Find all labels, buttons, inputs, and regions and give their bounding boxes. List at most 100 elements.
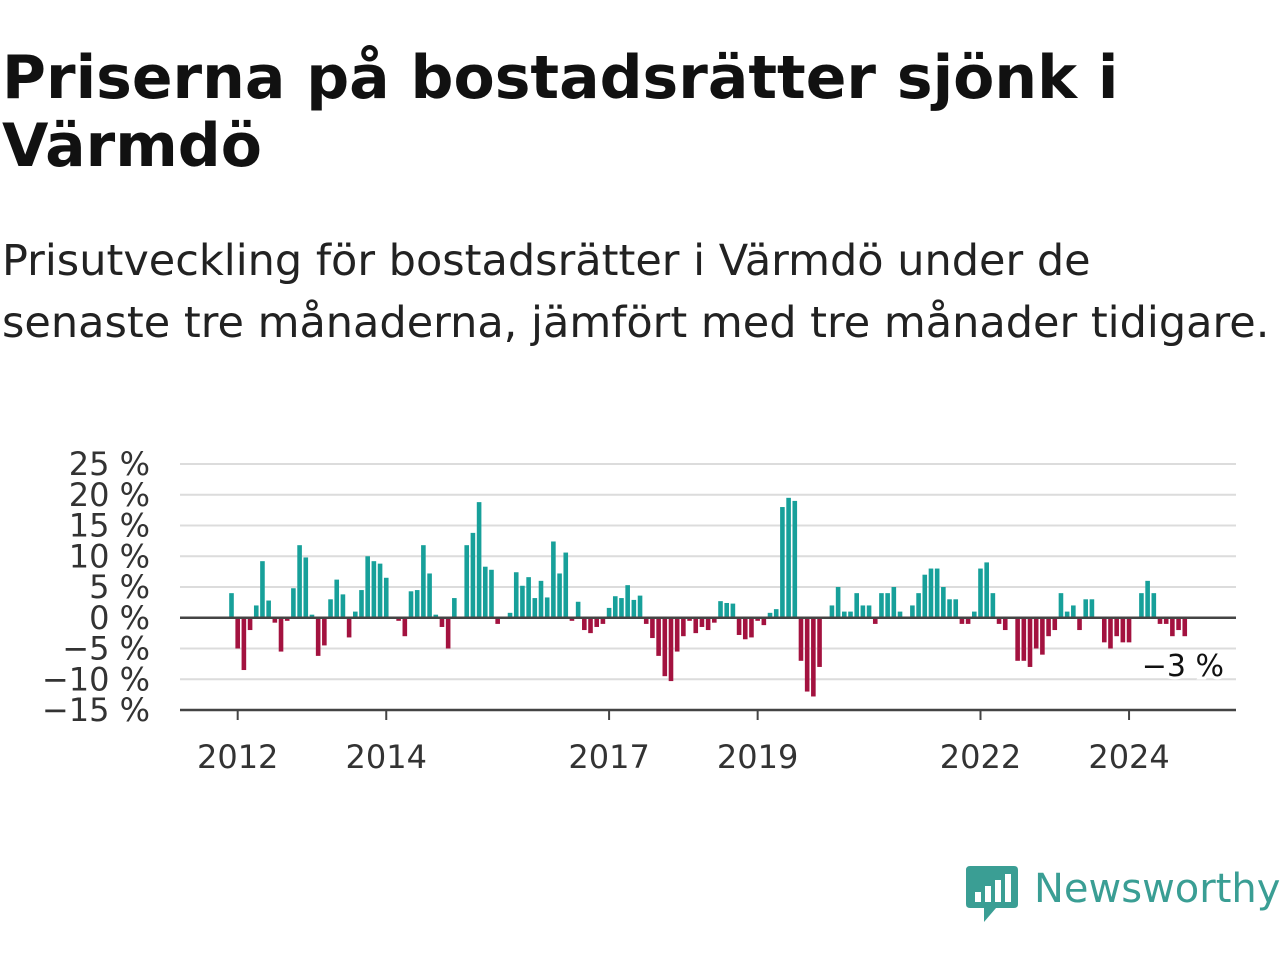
x-axis-tick-labels: 2012 2014 2017 2019 2022 2024 [197,710,1170,776]
bar [854,593,859,618]
bar [421,545,426,618]
bar [1052,617,1058,631]
bar [619,598,624,618]
bar [489,569,494,618]
bar [408,591,414,618]
bar [414,590,420,618]
bar [804,617,810,692]
x-tick-label: 2012 [197,738,278,776]
bar [557,573,562,618]
bar [965,617,971,624]
bar [396,617,401,621]
bar [984,562,989,618]
bar [582,617,587,631]
bar [588,617,593,634]
newsworthy-bar-chart-icon [966,866,1018,922]
y-axis-tick-labels: 25 %20 %15 %10 %5 %0 %−5 %−10 %−15 % [42,445,150,729]
bar [383,577,389,618]
bar [353,611,358,618]
bar [594,617,600,627]
bar [755,617,760,621]
bar [563,552,569,618]
bar [315,617,321,656]
bar [687,617,692,621]
bar [866,605,872,618]
bar [303,557,309,618]
x-tick-label: 2017 [568,738,649,776]
bar [532,598,538,618]
bar [767,612,773,618]
bar [1046,617,1051,637]
bar [662,617,668,677]
bar [322,617,327,646]
bar [1015,617,1020,661]
bar [817,617,822,667]
bar [718,601,723,618]
bar [544,597,550,618]
bar [1002,617,1008,631]
bar [978,568,983,618]
bar [1151,593,1157,618]
bar [526,577,531,618]
bar [334,579,340,618]
bar [959,617,965,624]
bar [1021,617,1027,661]
bar [513,572,519,618]
y-tick-label: 0 % [89,599,150,637]
bar [879,593,884,618]
y-tick-label: −15 % [42,691,150,729]
bar [693,617,699,634]
bar [1170,617,1175,637]
bar [291,588,296,618]
bar [860,605,866,618]
bar [266,600,271,618]
bar [953,599,959,618]
bar [1058,593,1064,618]
bar [996,617,1002,624]
bar [1182,617,1188,637]
bar [297,545,302,618]
bar [1027,617,1033,667]
bar [309,614,315,618]
bar [656,617,661,656]
bar [891,587,897,618]
bar [681,617,686,637]
bar [947,599,952,618]
bar [724,602,729,618]
bar [643,617,649,624]
bar [569,617,575,621]
bar [1083,599,1089,618]
bar [247,617,253,631]
last-value-annotation: −3 % [1139,646,1227,687]
chart-gridlines [180,463,1236,681]
y-tick-label: 5 % [89,568,150,606]
bar [780,507,785,618]
bar [872,617,878,624]
bar [730,603,736,618]
newsworthy-logo: Newsworthy [964,862,1280,930]
chart-bars [229,497,1188,697]
bar [1101,617,1107,643]
bar [910,605,915,618]
bar [705,617,711,631]
bar [377,563,383,618]
bar [445,617,451,649]
x-tick-label: 2019 [717,738,798,776]
chart-axes [180,616,1236,712]
bar [916,593,921,618]
bar [235,617,240,649]
bar [1040,617,1045,655]
bar [433,614,439,618]
bar [1108,617,1113,649]
y-tick-label: 10 % [69,537,150,575]
bar [1033,617,1039,649]
bar [736,617,742,635]
bar [538,580,544,618]
bar [464,545,470,618]
bar [742,617,748,640]
bar [278,617,284,652]
y-tick-label: 15 % [69,507,150,545]
bar [365,556,370,618]
bar [749,617,754,638]
bar [253,605,259,618]
